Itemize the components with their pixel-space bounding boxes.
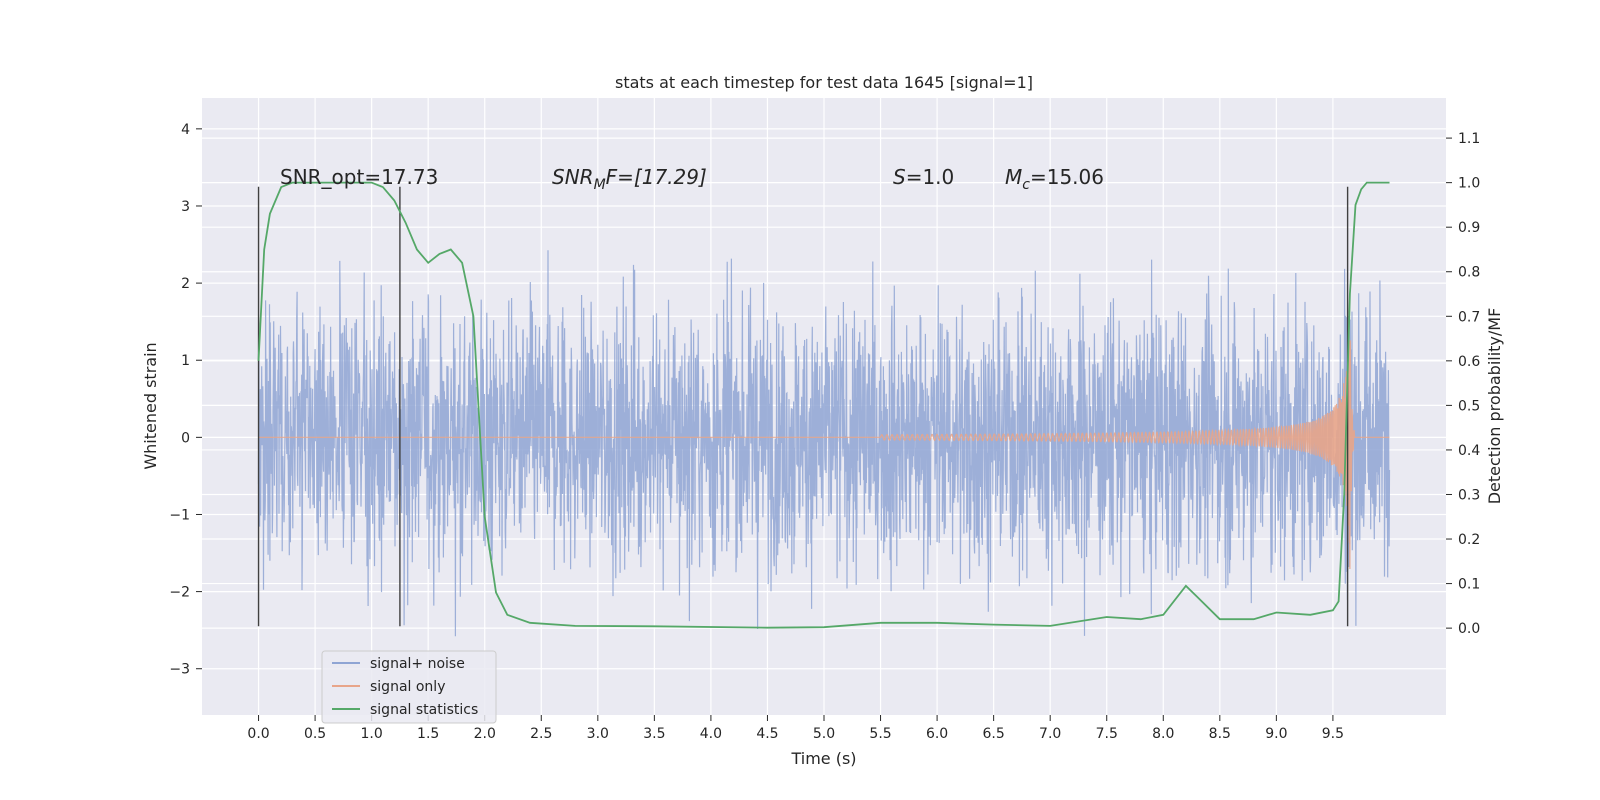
right-y-ticks: 1.1 1.0 0.9 0.8 0.7 0.6 0.5 0.4 0.3 0.2 0.1 0.0 bbox=[1446, 131, 1480, 637]
x-tick-label: 0.0 bbox=[247, 726, 269, 742]
signal-noise-series bbox=[257, 250, 1391, 637]
x-tick-label: 1.5 bbox=[417, 726, 439, 742]
left-y-tick-label: 4 bbox=[181, 122, 190, 138]
right-y-tick-label: 0.5 bbox=[1458, 398, 1480, 414]
x-tick-label: 3.5 bbox=[643, 726, 665, 742]
right-y-tick-label: 0.7 bbox=[1458, 309, 1480, 325]
x-tick-label: 4.5 bbox=[756, 726, 778, 742]
left-y-ticks: 4 3 2 1 0 −1 −2 −3 bbox=[169, 122, 202, 678]
x-tick-label: 5.5 bbox=[869, 726, 891, 742]
right-y-tick-label: 0.0 bbox=[1458, 621, 1480, 637]
right-y-tick-label: 0.9 bbox=[1458, 220, 1480, 236]
right-y-tick-label: 1.1 bbox=[1458, 131, 1480, 147]
right-y-tick-label: 0.3 bbox=[1458, 487, 1480, 503]
x-tick-label: 0.5 bbox=[304, 726, 326, 742]
annotation-mc: Mc=15.06 bbox=[1005, 165, 1104, 193]
x-tick-label: 2.5 bbox=[530, 726, 552, 742]
left-y-tick-label: 1 bbox=[181, 353, 190, 369]
annotation-mc-sub: c bbox=[1022, 177, 1030, 193]
legend-box bbox=[321, 650, 497, 724]
x-tick-label: 1.0 bbox=[361, 726, 383, 742]
annotation-s: S=1.0 bbox=[893, 165, 954, 189]
signal-only-series bbox=[258, 325, 1390, 570]
left-y-tick-label: −2 bbox=[169, 585, 190, 601]
x-ticks: 0.0 0.5 1.0 1.5 2.0 2.5 3.0 3.5 4.0 4.5 5.0 5.5 6.0 6… bbox=[247, 715, 1344, 742]
annotation-snr-mf: SNRMF=[17.29] bbox=[552, 165, 707, 193]
x-tick-label: 9.0 bbox=[1265, 726, 1287, 742]
x-tick-label: 6.0 bbox=[926, 726, 948, 742]
x-tick-label: 7.0 bbox=[1039, 726, 1061, 742]
left-y-tick-label: 2 bbox=[181, 276, 190, 292]
left-y-tick-label: −3 bbox=[169, 662, 190, 678]
x-tick-label: 3.0 bbox=[587, 726, 609, 742]
chart-title: stats at each timestep for test data 164… bbox=[615, 73, 1033, 92]
legend-label-signal-statistics: signal statistics bbox=[370, 702, 478, 718]
x-tick-label: 6.5 bbox=[983, 726, 1005, 742]
annotation-snr-mf-rest: F=[17.29] bbox=[606, 165, 707, 189]
annotation-snr-mf-sub: M bbox=[594, 177, 606, 193]
x-tick-label: 9.5 bbox=[1322, 726, 1344, 742]
annotation-mc-rest: =15.06 bbox=[1030, 165, 1104, 189]
left-y-tick-label: 0 bbox=[181, 430, 190, 446]
right-y-axis-label: Detection probability/MF bbox=[1485, 308, 1504, 505]
legend-label-signal-only: signal only bbox=[370, 679, 445, 695]
right-y-tick-label: 0.6 bbox=[1458, 354, 1480, 370]
x-tick-label: 7.5 bbox=[1096, 726, 1118, 742]
x-tick-label: 8.5 bbox=[1209, 726, 1231, 742]
x-tick-label: 8.0 bbox=[1152, 726, 1174, 742]
legend: signal+ noise signal only signal statist… bbox=[321, 650, 497, 724]
signal-statistics-series bbox=[257, 181, 1390, 629]
right-y-tick-label: 0.8 bbox=[1458, 265, 1480, 281]
x-axis-label: Time (s) bbox=[790, 749, 856, 768]
annotation-mc-var: M bbox=[1005, 165, 1022, 189]
right-y-tick-label: 1.0 bbox=[1458, 176, 1480, 192]
annotation-s-rest: =1.0 bbox=[906, 165, 955, 189]
right-y-tick-label: 0.1 bbox=[1458, 577, 1480, 593]
left-y-tick-label: −1 bbox=[169, 507, 190, 523]
left-y-tick-label: 3 bbox=[181, 199, 190, 215]
right-y-tick-label: 0.4 bbox=[1458, 443, 1480, 459]
right-y-tick-label: 0.2 bbox=[1458, 532, 1480, 548]
x-tick-label: 5.0 bbox=[813, 726, 835, 742]
vertical-markers bbox=[257, 186, 1349, 627]
legend-label-signal-noise: signal+ noise bbox=[370, 656, 465, 672]
annotation-snr-mf-base: SNR bbox=[552, 165, 594, 189]
left-y-axis-label: Whitened strain bbox=[141, 342, 160, 469]
annotation-s-var: S bbox=[893, 165, 906, 189]
x-tick-label: 4.0 bbox=[700, 726, 722, 742]
x-tick-label: 2.0 bbox=[474, 726, 496, 742]
annotation-snr-opt: SNR_opt=17.73 bbox=[280, 165, 438, 189]
